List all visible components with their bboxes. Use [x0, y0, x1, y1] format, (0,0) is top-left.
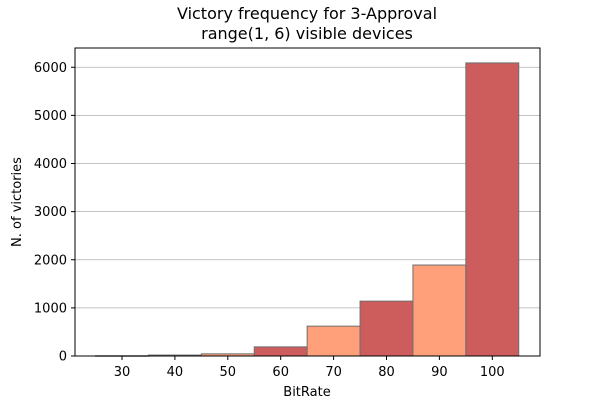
x-tick-label: 60	[272, 365, 289, 380]
bar-series	[95, 62, 520, 357]
bar-90	[412, 264, 467, 357]
x-tick-label: 50	[220, 365, 237, 380]
x-tick-label: 80	[378, 365, 395, 380]
y-tick-label: 2000	[34, 253, 67, 268]
y-tick-label: 1000	[34, 301, 67, 316]
y-gridlines	[75, 66, 540, 357]
x-tick-label: 30	[114, 365, 131, 380]
y-tick-label: 4000	[34, 157, 67, 172]
bar-60	[253, 346, 308, 357]
y-axis: 0 1000 2000 3000 4000 5000 6000	[34, 61, 75, 365]
chart-title-line-2: range(1, 6) visible devices	[201, 24, 413, 43]
y-tick-label: 6000	[34, 61, 67, 76]
bar-70	[306, 325, 361, 357]
y-tick-label: 0	[59, 350, 67, 365]
y-axis-label: N. of victories	[10, 157, 25, 247]
x-tick-label: 70	[325, 365, 342, 380]
plot-frame	[74, 47, 541, 357]
x-tick-label: 40	[167, 365, 184, 380]
x-tick-label: 100	[480, 365, 505, 380]
x-axis-label: BitRate	[283, 385, 330, 400]
bar-80	[359, 300, 414, 357]
x-axis: 30 40 50 60 70 80 90 100	[114, 356, 505, 380]
x-tick-label: 90	[431, 365, 448, 380]
y-tick-label: 3000	[34, 205, 67, 220]
bar-100	[465, 62, 520, 357]
chart-title-line-1: Victory frequency for 3-Approval	[177, 4, 437, 23]
y-tick-label: 5000	[34, 109, 67, 124]
